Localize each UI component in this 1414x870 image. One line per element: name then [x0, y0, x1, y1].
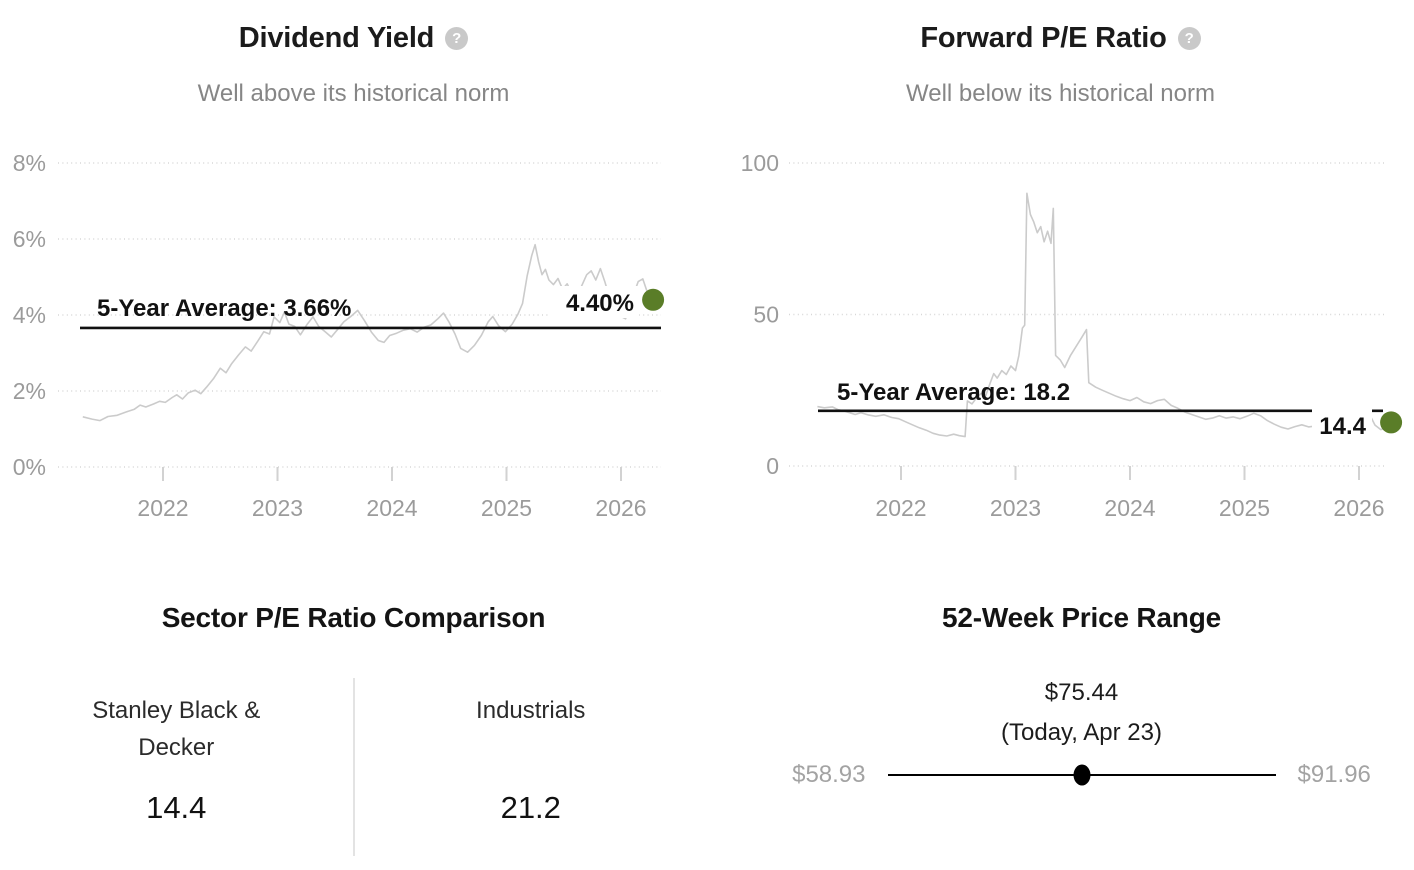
range-high-label: $91.96	[1297, 761, 1371, 788]
x-axis-tick-label: 2024	[1104, 495, 1155, 521]
forward-pe-chart: 100 50 0 2022 2023 2024 2025 2026 5-Year Average…	[741, 150, 1403, 521]
sector-pe-comparison-panel: Sector P/E Ratio Comparison Stanley Blac…	[0, 560, 707, 870]
x-axis-tick-label: 2022	[875, 495, 926, 521]
dividend-yield-header: Dividend Yield ?	[0, 22, 707, 55]
forward-pe-panel: Forward P/E Ratio ? Well below its histo…	[707, 0, 1414, 560]
x-axis-tick-label: 2025	[481, 495, 532, 521]
price-range-title: 52-Week Price Range	[942, 602, 1221, 633]
x-axis-tick-label: 2026	[1333, 495, 1384, 521]
current-value-dot	[642, 288, 665, 311]
y-axis-tick-label: 50	[753, 302, 779, 328]
price-range-handle	[1073, 764, 1090, 786]
sector-pe-value: 21.2	[500, 790, 561, 825]
x-axis-tick-label: 2025	[1219, 495, 1270, 521]
sector-name-label: Industrials	[476, 697, 586, 724]
current-value-label: 4.40%	[566, 290, 634, 317]
y-axis-tick-label: 100	[741, 150, 779, 176]
column-divider	[352, 678, 355, 856]
sector-column-company: Stanley Black & Decker 14.4	[0, 678, 353, 856]
current-price-date: (Today, Apr 23)	[1001, 719, 1162, 746]
price-range-slider: $58.93 $91.96	[728, 758, 1414, 792]
average-line-label: 5-Year Average: 18.2	[837, 379, 1070, 406]
y-axis-tick-label: 8%	[13, 150, 46, 176]
current-value-label-bg	[1312, 409, 1372, 440]
forward-pe-header: Forward P/E Ratio ?	[707, 22, 1414, 55]
top-row: Dividend Yield ? Well above its historic…	[0, 0, 1414, 560]
y-axis-tick-label: 4%	[13, 302, 46, 328]
current-value-label: 14.4	[1319, 413, 1366, 440]
sector-column-sector: Industrials 21.2	[355, 678, 708, 856]
history-line	[82, 243, 654, 422]
y-axis-tick-label: 0%	[13, 454, 46, 480]
current-value-dot	[1380, 411, 1403, 434]
x-axis-tick-label: 2023	[252, 495, 303, 521]
y-axis-tick-label: 0	[766, 453, 779, 479]
dividend-yield-subtitle: Well above its historical norm	[197, 80, 510, 107]
x-axis-tick-label: 2022	[137, 495, 188, 521]
x-axis-tick-label: 2024	[366, 495, 417, 521]
x-axis-tick-label: 2023	[990, 495, 1041, 521]
range-low-label: $58.93	[792, 761, 866, 788]
company-name-label: Stanley Black & Decker	[92, 697, 261, 761]
forward-pe-title: Forward P/E Ratio	[920, 22, 1167, 54]
sector-pe-comparison-title: Sector P/E Ratio Comparison	[161, 602, 546, 633]
dividend-yield-panel: Dividend Yield ? Well above its historic…	[0, 0, 707, 560]
help-icon[interactable]: ?	[445, 27, 469, 50]
price-range-content: 52-Week Price Range $75.44 (Today, Apr 2…	[728, 560, 1414, 870]
forward-pe-subtitle: Well below its historical norm	[906, 80, 1215, 107]
x-axis-tick-label: 2026	[595, 495, 646, 521]
dividend-yield-title: Dividend Yield	[238, 22, 435, 54]
history-line	[817, 192, 1392, 438]
current-price: $75.44	[1044, 679, 1119, 706]
dividend-yield-chart: 8% 6% 4% 2% 0% 2022 2023 2024 2025 2026 5-Year Ave…	[13, 150, 665, 521]
price-range-track	[887, 764, 1276, 786]
bottom-row: Sector P/E Ratio Comparison Stanley Blac…	[0, 560, 1414, 870]
price-range-panel: 52-Week Price Range $75.44 (Today, Apr 2…	[707, 560, 1414, 870]
company-pe-value: 14.4	[146, 790, 207, 825]
y-axis-tick-label: 6%	[13, 226, 46, 252]
current-value-label-bg	[549, 286, 639, 318]
help-icon[interactable]: ?	[1177, 27, 1201, 50]
y-axis-tick-label: 2%	[13, 378, 46, 404]
sector-comparison-columns: Stanley Black & Decker 14.4 Industrials …	[0, 678, 707, 856]
average-line-label: 5-Year Average: 3.66%	[97, 295, 351, 322]
